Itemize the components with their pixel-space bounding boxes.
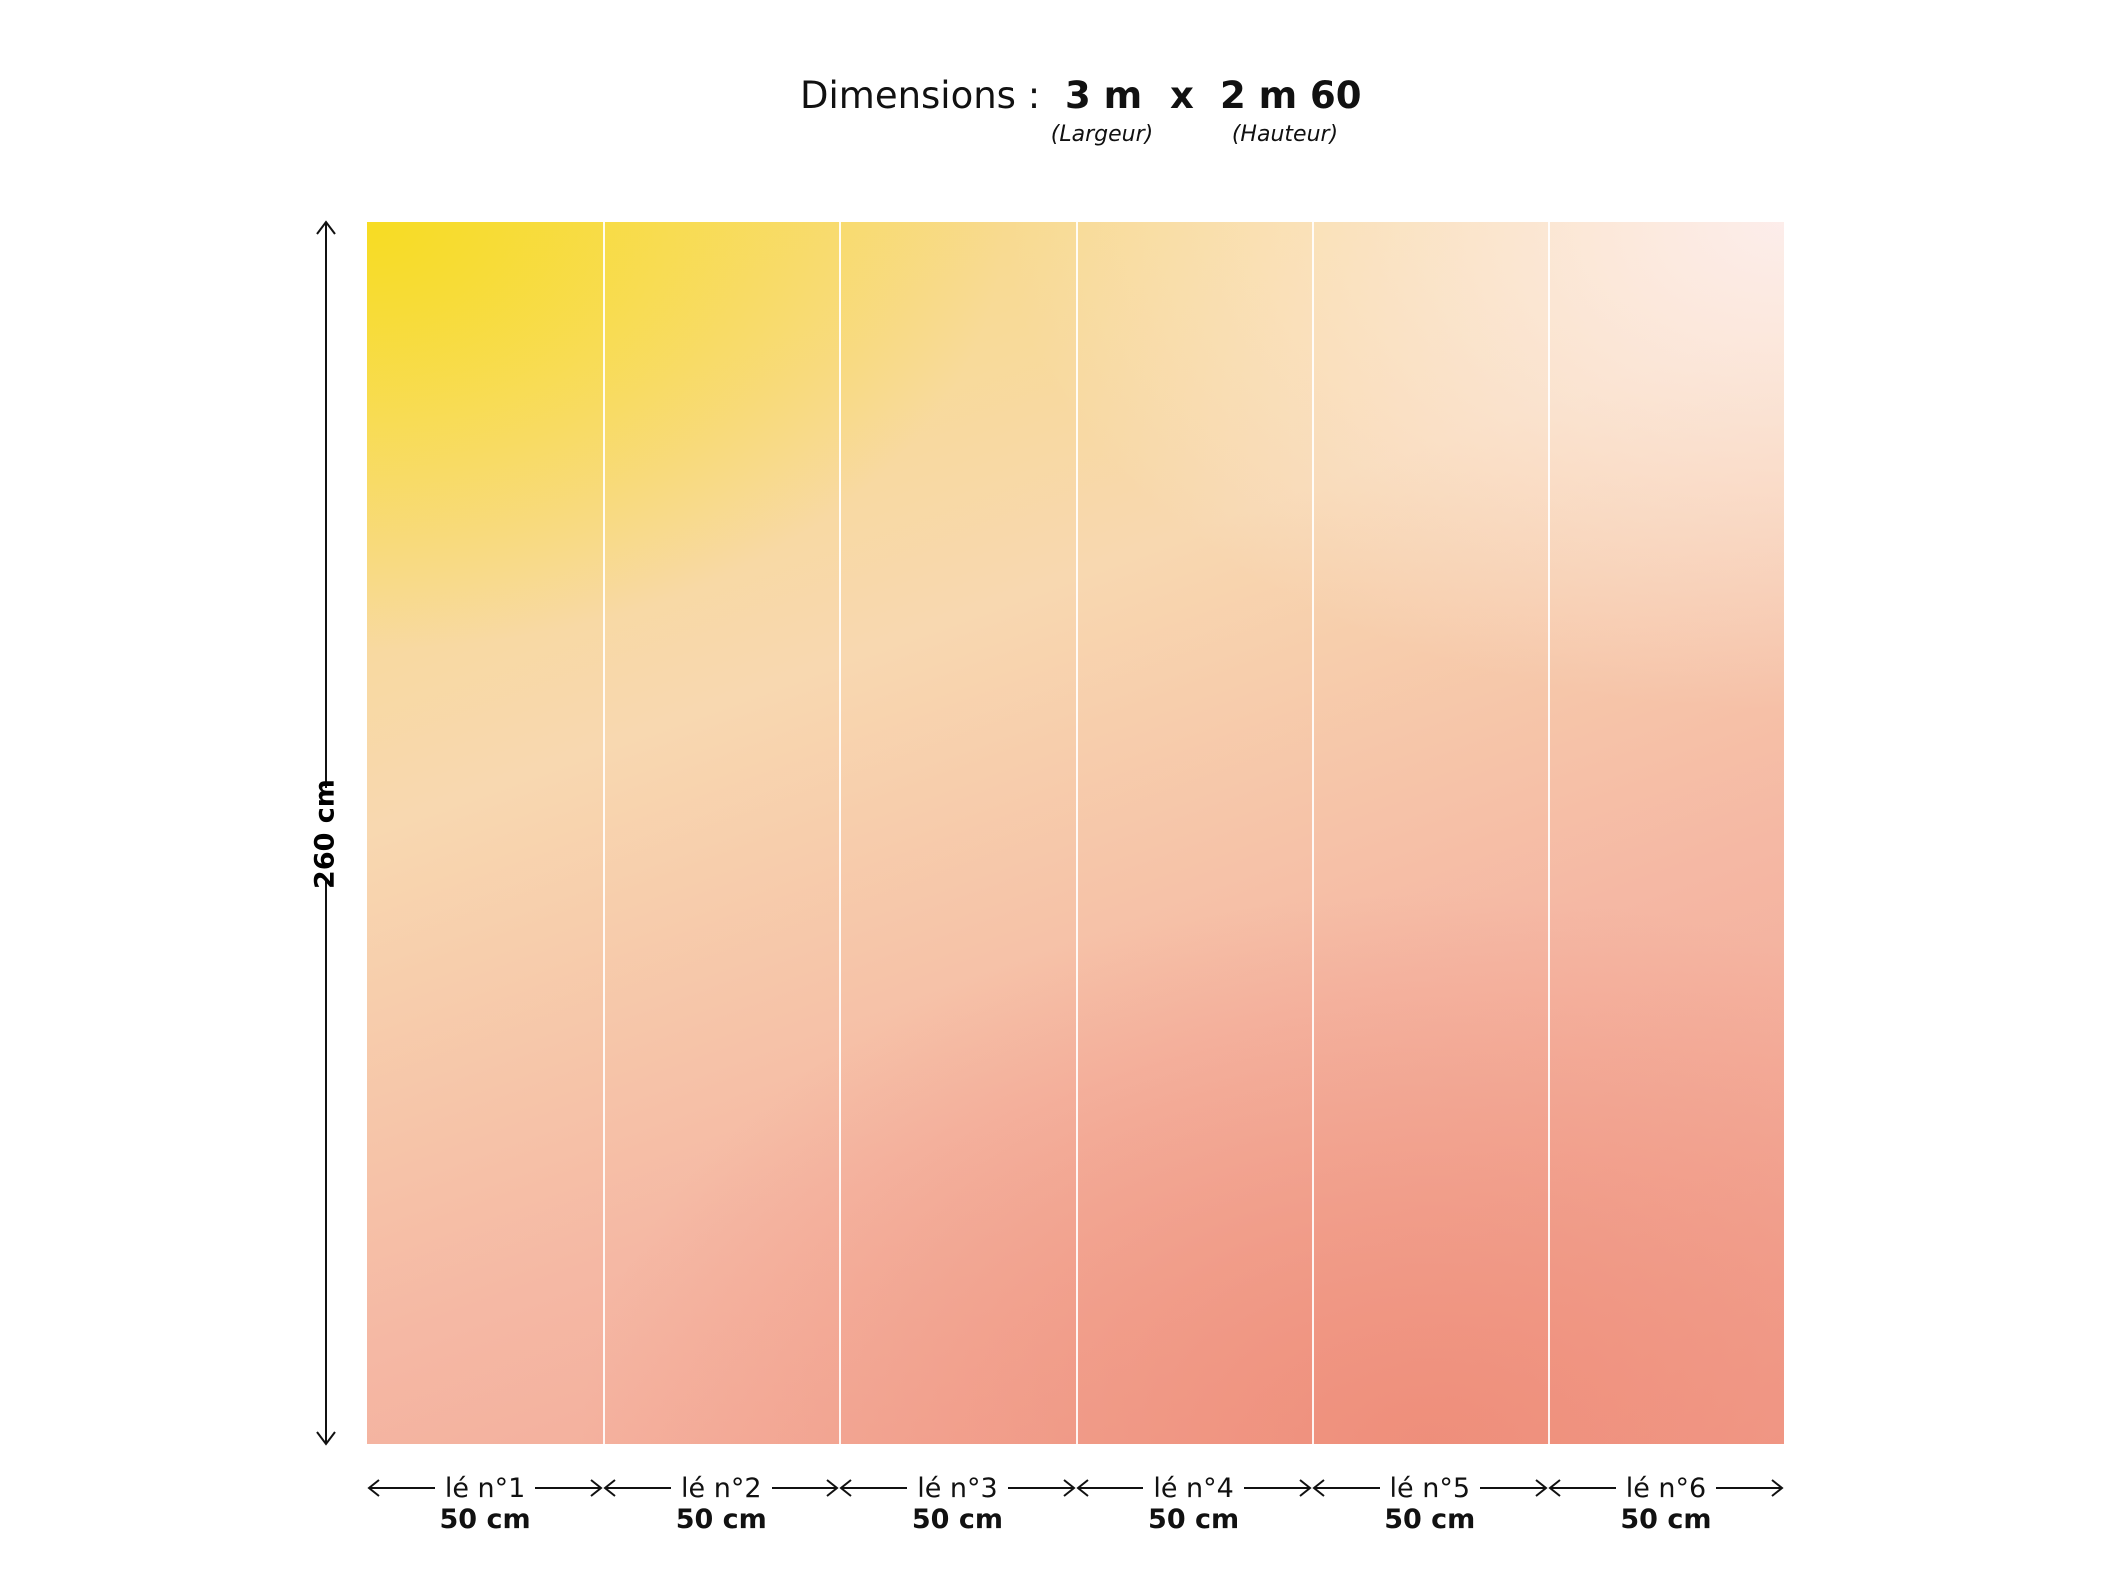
panel-label: lé n°5	[1389, 1472, 1471, 1504]
arrow-line	[1480, 1487, 1534, 1489]
panel-width: 50 cm	[1148, 1504, 1240, 1535]
height-caption: (Hauteur)	[1231, 122, 1339, 147]
arrow-line	[1243, 1487, 1298, 1489]
panel-arrow: lé n°3	[839, 1468, 1076, 1508]
arrow-line	[381, 1487, 435, 1489]
arrowhead	[1312, 1479, 1326, 1497]
separator: x	[1170, 74, 1194, 117]
arrow-line	[853, 1487, 908, 1489]
height-value: 2 m 60	[1220, 74, 1362, 117]
panel-width: 50 cm	[1384, 1504, 1476, 1535]
panel-arrow: lé n°1	[367, 1468, 603, 1508]
arrowhead	[839, 1479, 854, 1497]
arrowhead	[825, 1479, 839, 1497]
arrow-line	[1561, 1487, 1616, 1489]
panel-label: lé n°4	[1153, 1472, 1234, 1504]
panel-arrow: lé n°4	[1075, 1468, 1312, 1508]
arrowhead	[1297, 1479, 1312, 1497]
panel-arrow: lé n°5	[1312, 1468, 1548, 1508]
panel-width: 50 cm	[675, 1504, 767, 1535]
arrowhead	[603, 1479, 618, 1497]
panel-dimensions: lé n°1 50 cm lé n°2 50 cm lé n°3 50 cm lé n°4 5…	[367, 1468, 1784, 1535]
panel-label: lé n°6	[1625, 1472, 1707, 1504]
panel-dimension: lé n°4 50 cm	[1075, 1468, 1312, 1535]
panel-seam	[839, 222, 842, 1444]
panel-seam	[1547, 222, 1550, 1444]
width-caption: (Largeur)	[1050, 122, 1154, 147]
panel-dimension: lé n°3 50 cm	[839, 1468, 1076, 1535]
arrow-line	[1716, 1487, 1771, 1489]
panel-seam	[603, 222, 606, 1444]
panel-seam	[1075, 222, 1078, 1444]
panel-width: 50 cm	[439, 1504, 531, 1535]
arrow-line	[617, 1487, 672, 1489]
arrowhead	[1548, 1479, 1562, 1497]
panel-width: 50 cm	[1620, 1504, 1712, 1535]
arrow-line	[1089, 1487, 1144, 1489]
arrow-line	[1325, 1487, 1380, 1489]
arrowhead	[1770, 1479, 1784, 1497]
panel-label: lé n°1	[444, 1472, 526, 1504]
panel-width: 50 cm	[911, 1504, 1003, 1535]
panel-label: lé n°3	[917, 1472, 998, 1504]
arrowhead	[589, 1479, 603, 1497]
panel-seam	[1311, 222, 1314, 1444]
height-arrow: 260 cm	[310, 220, 341, 1446]
arrow-line	[1007, 1487, 1062, 1489]
panel-dimension: lé n°1 50 cm	[367, 1468, 603, 1535]
arrowhead	[367, 1479, 381, 1497]
arrowhead	[1061, 1479, 1076, 1497]
arrowhead	[1075, 1479, 1090, 1497]
arrow-line	[771, 1487, 826, 1489]
arrow-line	[535, 1487, 590, 1489]
panel-dimension: lé n°2 50 cm	[603, 1468, 839, 1535]
arrowhead	[1533, 1479, 1548, 1497]
panel-arrow: lé n°6	[1548, 1468, 1784, 1508]
panel-dimension: lé n°5 50 cm	[1312, 1468, 1548, 1535]
panel-arrow: lé n°2	[603, 1468, 839, 1508]
dimensions-label: Dimensions :	[800, 74, 1041, 117]
panel-label: lé n°2	[681, 1472, 762, 1504]
wall-preview	[367, 222, 1784, 1444]
panel-dimension: lé n°6 50 cm	[1548, 1468, 1784, 1535]
width-value: 3 m	[1065, 74, 1143, 117]
height-label: 260 cm	[310, 779, 341, 889]
